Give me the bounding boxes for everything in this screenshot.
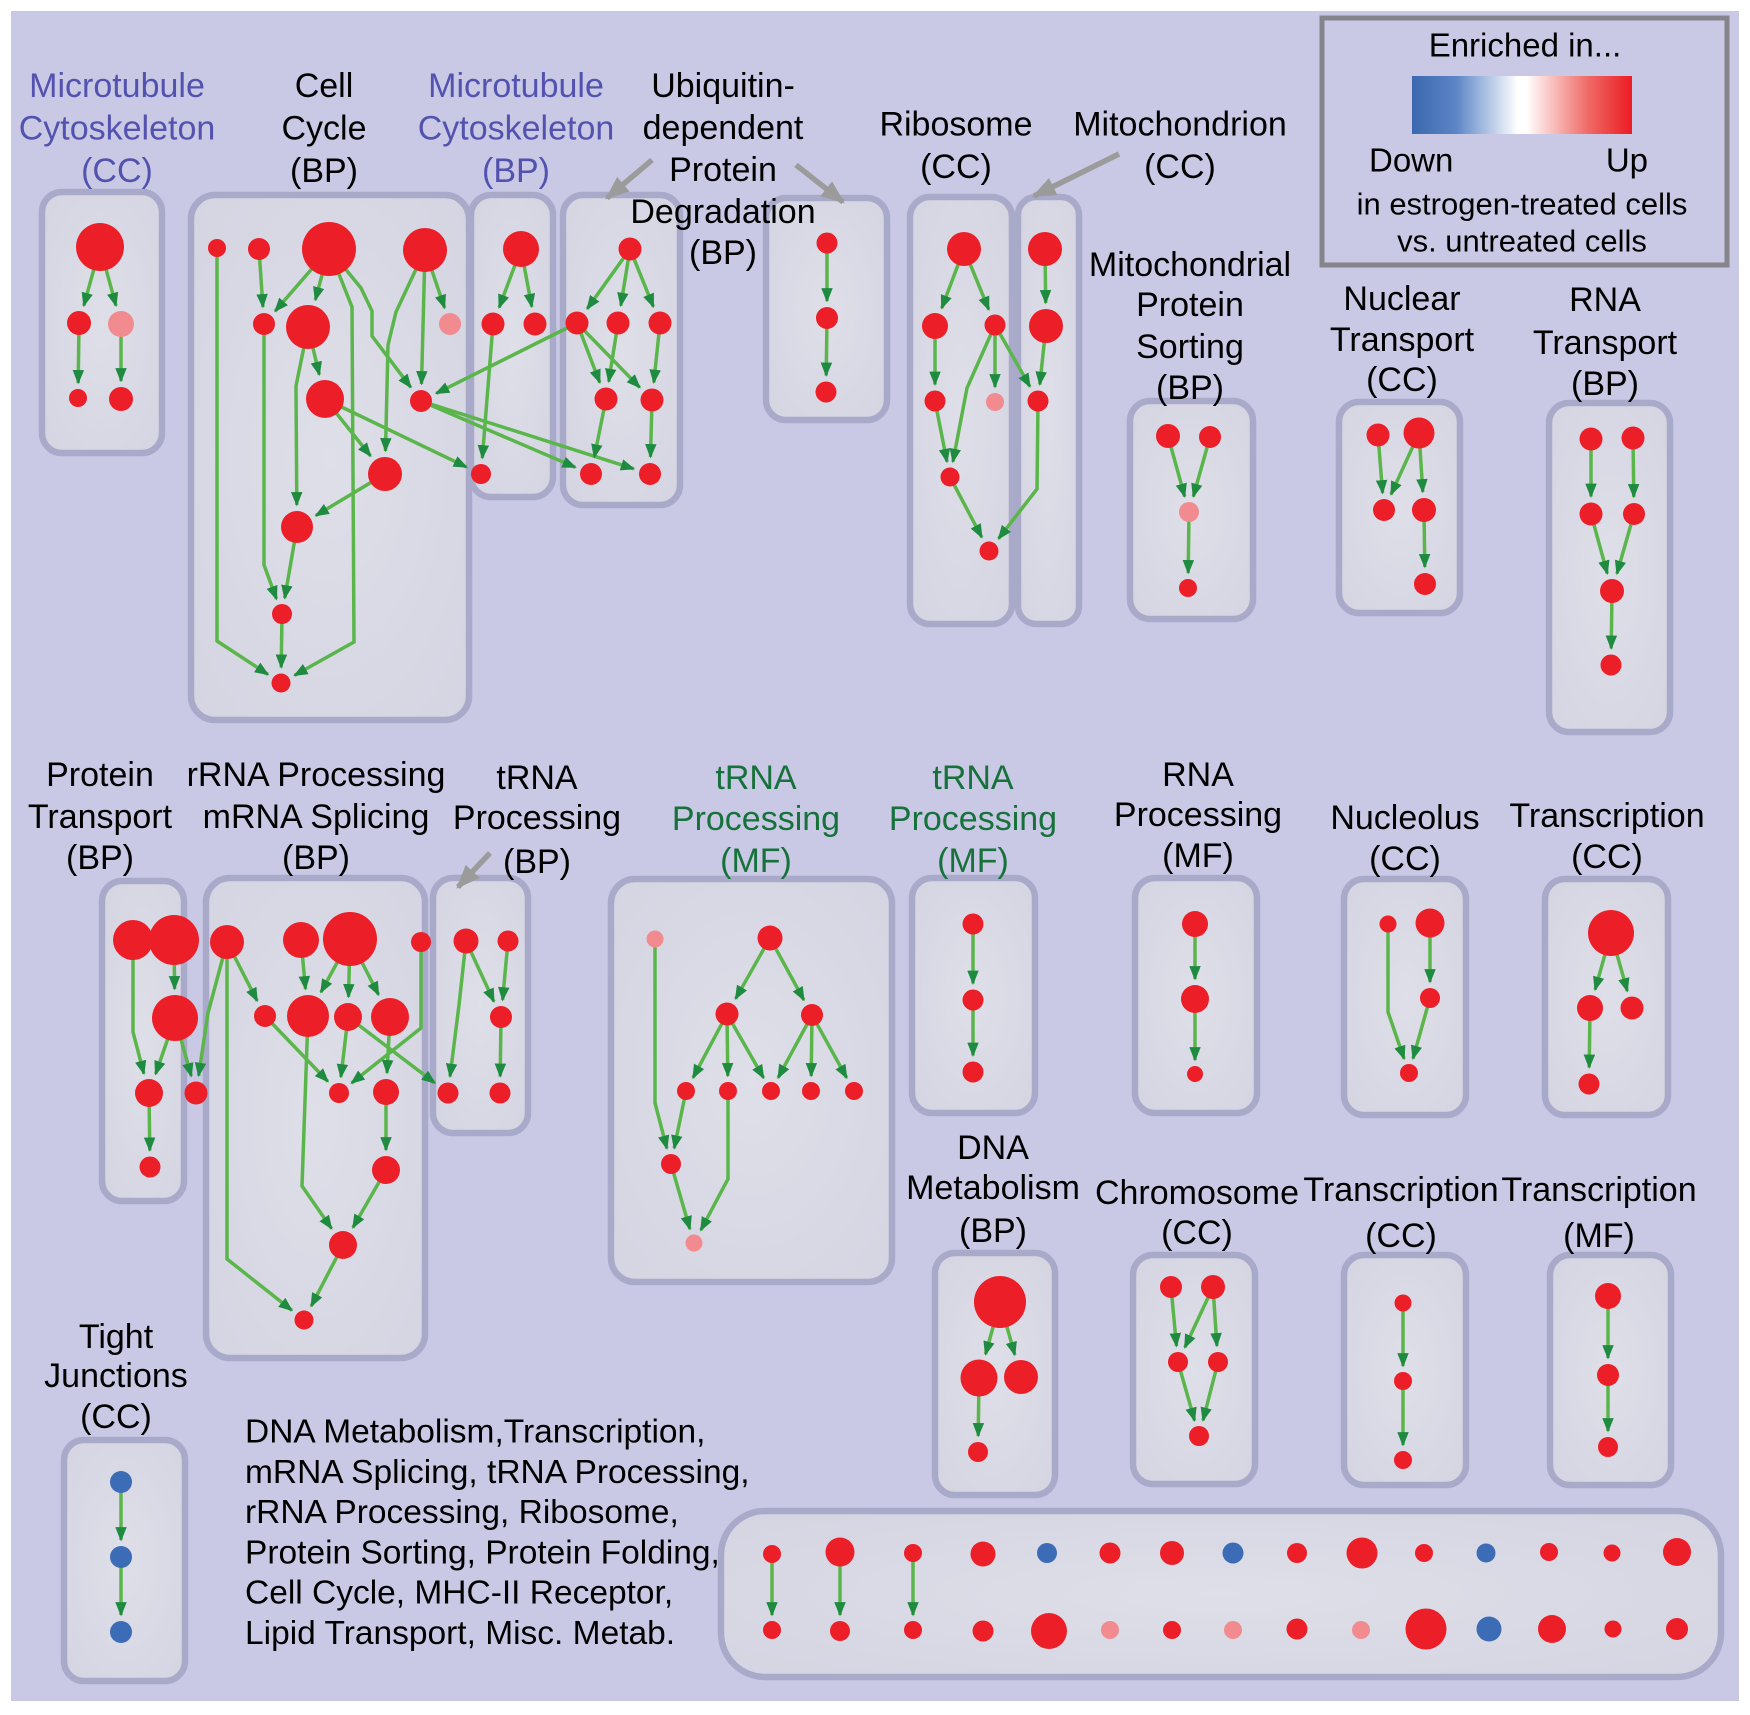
- svg-text:Tight: Tight: [79, 1318, 154, 1356]
- svg-text:(CC): (CC): [1369, 840, 1441, 878]
- svg-text:Degradation: Degradation: [630, 193, 815, 231]
- svg-text:Microtubule: Microtubule: [428, 67, 604, 105]
- svg-text:tRNA: tRNA: [715, 759, 797, 797]
- svg-text:(CC): (CC): [920, 148, 992, 186]
- svg-text:Processing: Processing: [672, 800, 840, 838]
- svg-text:(BP): (BP): [282, 839, 350, 877]
- svg-text:Transcription: Transcription: [1501, 1171, 1696, 1209]
- svg-text:Transport: Transport: [1330, 321, 1475, 359]
- svg-text:(CC): (CC): [1144, 148, 1216, 186]
- svg-text:Processing: Processing: [889, 800, 1057, 838]
- svg-text:RNA: RNA: [1569, 281, 1641, 319]
- svg-text:Microtubule: Microtubule: [29, 67, 205, 105]
- svg-text:Ribosome: Ribosome: [879, 106, 1032, 144]
- svg-text:rRNA Processing: rRNA Processing: [187, 756, 446, 794]
- svg-text:Down: Down: [1369, 142, 1453, 179]
- svg-text:DNA Metabolism,Transcription,: DNA Metabolism,Transcription,: [245, 1414, 705, 1451]
- svg-text:Transport: Transport: [1533, 324, 1678, 362]
- svg-text:mRNA Splicing: mRNA Splicing: [203, 798, 430, 836]
- svg-text:Mitochondrion: Mitochondrion: [1073, 106, 1287, 144]
- svg-text:Junctions: Junctions: [44, 1357, 188, 1395]
- svg-text:Cytoskeleton: Cytoskeleton: [418, 110, 615, 148]
- svg-text:Protein Sorting, Protein Foldi: Protein Sorting, Protein Folding,: [245, 1534, 720, 1571]
- svg-text:Sorting: Sorting: [1136, 328, 1244, 366]
- svg-text:Protein: Protein: [1136, 286, 1244, 324]
- svg-text:DNA: DNA: [957, 1129, 1029, 1167]
- svg-text:Mitochondrial: Mitochondrial: [1089, 246, 1291, 284]
- svg-text:(BP): (BP): [959, 1212, 1027, 1250]
- svg-text:Transcription: Transcription: [1509, 797, 1704, 835]
- svg-text:(CC): (CC): [80, 1398, 152, 1436]
- svg-text:(MF): (MF): [937, 842, 1009, 880]
- svg-text:Cytoskeleton: Cytoskeleton: [19, 110, 216, 148]
- svg-text:Cell: Cell: [295, 67, 354, 105]
- svg-text:(BP): (BP): [482, 152, 550, 190]
- svg-text:(CC): (CC): [81, 152, 153, 190]
- svg-text:Cycle: Cycle: [281, 110, 366, 148]
- svg-text:Nuclear: Nuclear: [1343, 280, 1460, 318]
- svg-text:(MF): (MF): [1162, 837, 1234, 875]
- svg-text:Transport: Transport: [28, 798, 173, 836]
- svg-text:(CC): (CC): [1365, 1217, 1437, 1255]
- svg-text:in estrogen-treated cells: in estrogen-treated cells: [1357, 187, 1688, 222]
- svg-text:(CC): (CC): [1571, 838, 1643, 876]
- svg-text:(BP): (BP): [66, 839, 134, 877]
- svg-text:Transcription: Transcription: [1303, 1171, 1498, 1209]
- svg-text:Chromosome: Chromosome: [1095, 1174, 1299, 1212]
- svg-text:(MF): (MF): [1563, 1217, 1635, 1255]
- svg-text:(MF): (MF): [720, 842, 792, 880]
- svg-text:Up: Up: [1606, 142, 1648, 179]
- svg-text:tRNA: tRNA: [496, 759, 578, 797]
- svg-text:Processing: Processing: [453, 799, 621, 837]
- svg-text:Metabolism: Metabolism: [906, 1169, 1080, 1207]
- svg-text:Protein: Protein: [46, 756, 154, 794]
- svg-text:vs. untreated cells: vs. untreated cells: [1397, 224, 1647, 259]
- svg-text:(BP): (BP): [290, 152, 358, 190]
- svg-text:mRNA Splicing, tRNA Processing: mRNA Splicing, tRNA Processing,: [245, 1454, 750, 1491]
- svg-text:(BP): (BP): [503, 843, 571, 881]
- svg-text:Nucleolus: Nucleolus: [1330, 799, 1479, 837]
- svg-text:RNA: RNA: [1162, 756, 1234, 794]
- svg-text:Cell Cycle, MHC-II Receptor,: Cell Cycle, MHC-II Receptor,: [245, 1575, 673, 1612]
- svg-text:dependent: dependent: [643, 109, 804, 147]
- svg-text:Enriched in...: Enriched in...: [1429, 27, 1622, 64]
- svg-text:(CC): (CC): [1161, 1214, 1233, 1252]
- svg-text:(BP): (BP): [1156, 369, 1224, 407]
- svg-text:Ubiquitin-: Ubiquitin-: [651, 67, 795, 105]
- svg-text:tRNA: tRNA: [932, 759, 1014, 797]
- svg-text:rRNA Processing, Ribosome,: rRNA Processing, Ribosome,: [245, 1494, 679, 1531]
- svg-text:(BP): (BP): [1571, 365, 1639, 403]
- svg-text:Processing: Processing: [1114, 796, 1282, 834]
- svg-text:Protein: Protein: [669, 151, 777, 189]
- svg-text:Lipid Transport, Misc. Metab.: Lipid Transport, Misc. Metab.: [245, 1615, 675, 1652]
- svg-text:(CC): (CC): [1366, 361, 1438, 399]
- svg-text:(BP): (BP): [689, 234, 757, 272]
